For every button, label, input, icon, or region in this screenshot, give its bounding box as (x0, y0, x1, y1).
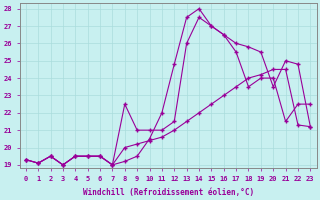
X-axis label: Windchill (Refroidissement éolien,°C): Windchill (Refroidissement éolien,°C) (83, 188, 254, 197)
